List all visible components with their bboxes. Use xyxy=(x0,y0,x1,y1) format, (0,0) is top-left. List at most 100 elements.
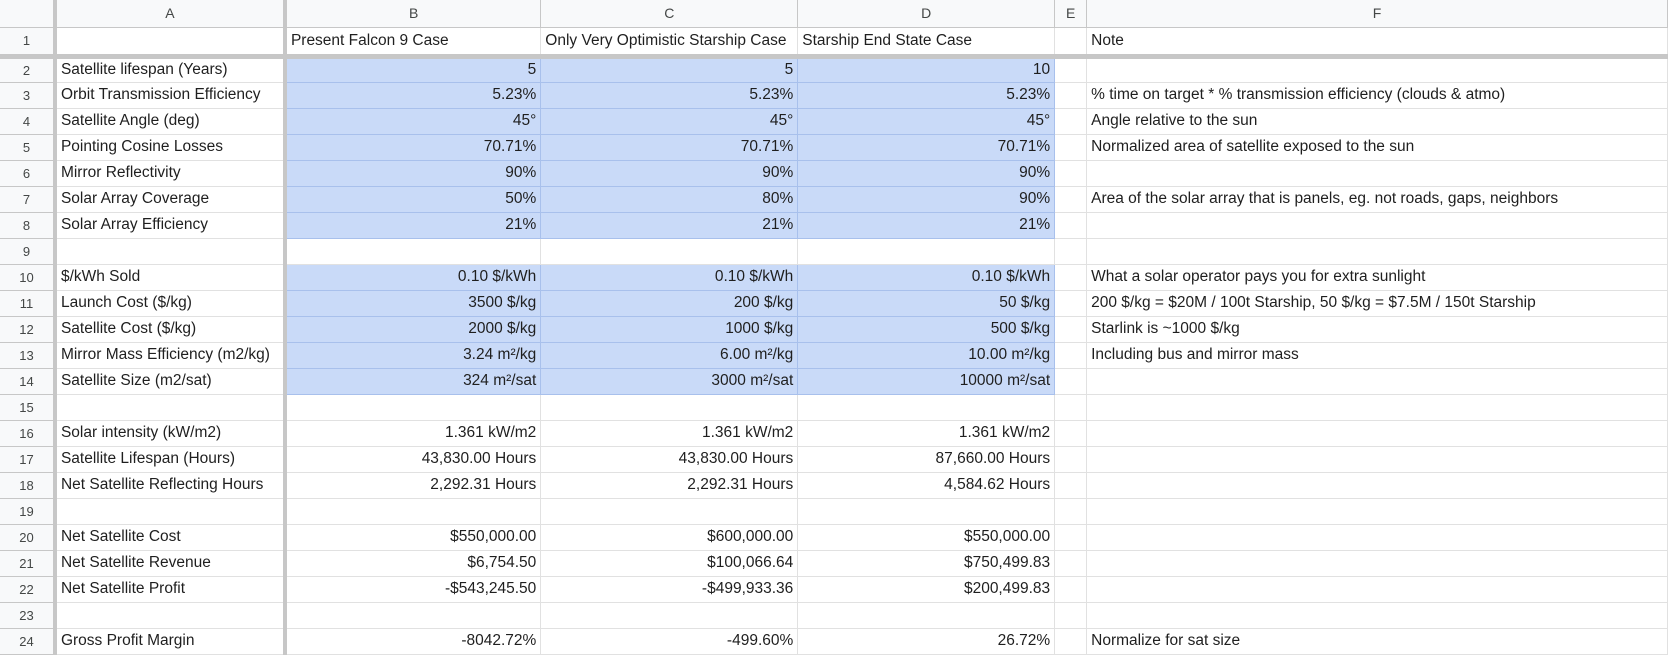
cell-e[interactable] xyxy=(1054,82,1088,109)
cell-a[interactable] xyxy=(54,602,287,629)
row-header[interactable]: 23 xyxy=(0,602,57,629)
row-header[interactable]: 21 xyxy=(0,550,57,577)
cell-f[interactable] xyxy=(1086,160,1668,187)
cell-d[interactable]: $200,499.83 xyxy=(797,576,1056,603)
cell-d[interactable]: 26.72% xyxy=(797,628,1056,655)
row-header[interactable]: 2 xyxy=(0,56,57,83)
cell-e[interactable] xyxy=(1054,134,1088,161)
cell-f[interactable]: Note xyxy=(1086,27,1668,59)
cell-f[interactable] xyxy=(1086,602,1668,629)
cell-a[interactable]: Pointing Cosine Losses xyxy=(54,134,287,161)
cell-f[interactable] xyxy=(1086,550,1668,577)
cell-d[interactable]: 1.361 kW/m2 xyxy=(797,420,1056,447)
cell-e[interactable] xyxy=(1054,472,1088,499)
cell-d[interactable] xyxy=(797,394,1056,421)
row-header[interactable]: 12 xyxy=(0,316,57,343)
cell-c[interactable]: 1.361 kW/m2 xyxy=(540,420,799,447)
cell-d[interactable] xyxy=(797,238,1056,265)
cell-d[interactable]: $550,000.00 xyxy=(797,524,1056,551)
cell-e[interactable] xyxy=(1054,212,1088,239)
cell-c[interactable]: Only Very Optimistic Starship Case xyxy=(540,27,799,59)
cell-e[interactable] xyxy=(1054,238,1088,265)
row-header[interactable]: 15 xyxy=(0,394,57,421)
cell-a[interactable]: Net Satellite Profit xyxy=(54,576,287,603)
cell-e[interactable] xyxy=(1054,27,1088,59)
cell-d[interactable]: 70.71% xyxy=(797,134,1056,161)
cell-e[interactable] xyxy=(1054,160,1088,187)
cell-d[interactable]: 500 $/kg xyxy=(797,316,1056,343)
cell-b[interactable]: 1.361 kW/m2 xyxy=(284,420,542,447)
row-header[interactable]: 22 xyxy=(0,576,57,603)
cell-f[interactable] xyxy=(1086,576,1668,603)
column-header-f[interactable]: F xyxy=(1086,0,1668,28)
cell-b[interactable] xyxy=(284,238,542,265)
cell-f[interactable]: 200 $/kg = $20M / 100t Starship, 50 $/kg… xyxy=(1086,290,1668,317)
cell-b[interactable]: 45° xyxy=(284,108,542,135)
row-header[interactable]: 5 xyxy=(0,134,57,161)
cell-b[interactable]: -8042.72% xyxy=(284,628,542,655)
column-header-c[interactable]: C xyxy=(540,0,799,28)
cell-d[interactable]: 4,584.62 Hours xyxy=(797,472,1056,499)
cell-f[interactable] xyxy=(1086,446,1668,473)
cell-b[interactable]: 2000 $/kg xyxy=(284,316,542,343)
cell-e[interactable] xyxy=(1054,628,1088,655)
cell-b[interactable]: 5.23% xyxy=(284,82,542,109)
cell-b[interactable]: 21% xyxy=(284,212,542,239)
cell-c[interactable]: 21% xyxy=(540,212,799,239)
cell-c[interactable]: -499.60% xyxy=(540,628,799,655)
cell-f[interactable] xyxy=(1086,472,1668,499)
cell-f[interactable]: What a solar operator pays you for extra… xyxy=(1086,264,1668,291)
cell-c[interactable]: 43,830.00 Hours xyxy=(540,446,799,473)
cell-b[interactable]: $550,000.00 xyxy=(284,524,542,551)
column-header-a[interactable]: A xyxy=(54,0,287,28)
cell-e[interactable] xyxy=(1054,342,1088,369)
cell-a[interactable]: Satellite lifespan (Years) xyxy=(54,56,287,83)
cell-a[interactable]: Solar intensity (kW/m2) xyxy=(54,420,287,447)
cell-d[interactable]: Starship End State Case xyxy=(797,27,1056,59)
cell-c[interactable]: 90% xyxy=(540,160,799,187)
cell-a[interactable]: Net Satellite Cost xyxy=(54,524,287,551)
cell-a[interactable]: Solar Array Efficiency xyxy=(54,212,287,239)
cell-d[interactable]: 0.10 $/kWh xyxy=(797,264,1056,291)
cell-f[interactable]: Normalized area of satellite exposed to … xyxy=(1086,134,1668,161)
cell-c[interactable] xyxy=(540,602,799,629)
cell-c[interactable] xyxy=(540,238,799,265)
cell-d[interactable]: 10000 m²/sat xyxy=(797,368,1056,395)
cell-e[interactable] xyxy=(1054,56,1088,83)
cell-c[interactable] xyxy=(540,498,799,525)
cell-d[interactable]: 5.23% xyxy=(797,82,1056,109)
cell-c[interactable]: -$499,933.36 xyxy=(540,576,799,603)
cell-f[interactable] xyxy=(1086,394,1668,421)
cell-f[interactable]: Starlink is ~1000 $/kg xyxy=(1086,316,1668,343)
cell-f[interactable]: % time on target * % transmission effici… xyxy=(1086,82,1668,109)
row-header[interactable]: 11 xyxy=(0,290,57,317)
cell-d[interactable] xyxy=(797,602,1056,629)
cell-a[interactable]: Net Satellite Reflecting Hours xyxy=(54,472,287,499)
cell-e[interactable] xyxy=(1054,420,1088,447)
cell-b[interactable]: 70.71% xyxy=(284,134,542,161)
cell-b[interactable] xyxy=(284,602,542,629)
cell-c[interactable]: 45° xyxy=(540,108,799,135)
cell-a[interactable] xyxy=(54,498,287,525)
cell-a[interactable]: Orbit Transmission Efficiency xyxy=(54,82,287,109)
cell-a[interactable]: Satellite Lifespan (Hours) xyxy=(54,446,287,473)
cell-e[interactable] xyxy=(1054,186,1088,213)
cell-c[interactable]: $600,000.00 xyxy=(540,524,799,551)
cell-c[interactable]: 3000 m²/sat xyxy=(540,368,799,395)
cell-b[interactable]: 2,292.31 Hours xyxy=(284,472,542,499)
cell-c[interactable]: 70.71% xyxy=(540,134,799,161)
cell-c[interactable]: 5 xyxy=(540,56,799,83)
cell-a[interactable]: Gross Profit Margin xyxy=(54,628,287,655)
row-header[interactable]: 1 xyxy=(0,27,57,59)
cell-a[interactable] xyxy=(54,27,287,59)
cell-b[interactable]: 324 m²/sat xyxy=(284,368,542,395)
cell-c[interactable]: 80% xyxy=(540,186,799,213)
row-header[interactable]: 20 xyxy=(0,524,57,551)
cell-d[interactable]: 45° xyxy=(797,108,1056,135)
cell-b[interactable]: -$543,245.50 xyxy=(284,576,542,603)
cell-a[interactable]: $/kWh Sold xyxy=(54,264,287,291)
cell-b[interactable]: 0.10 $/kWh xyxy=(284,264,542,291)
row-header[interactable]: 9 xyxy=(0,238,57,265)
cell-b[interactable]: 3.24 m²/kg xyxy=(284,342,542,369)
cell-e[interactable] xyxy=(1054,550,1088,577)
